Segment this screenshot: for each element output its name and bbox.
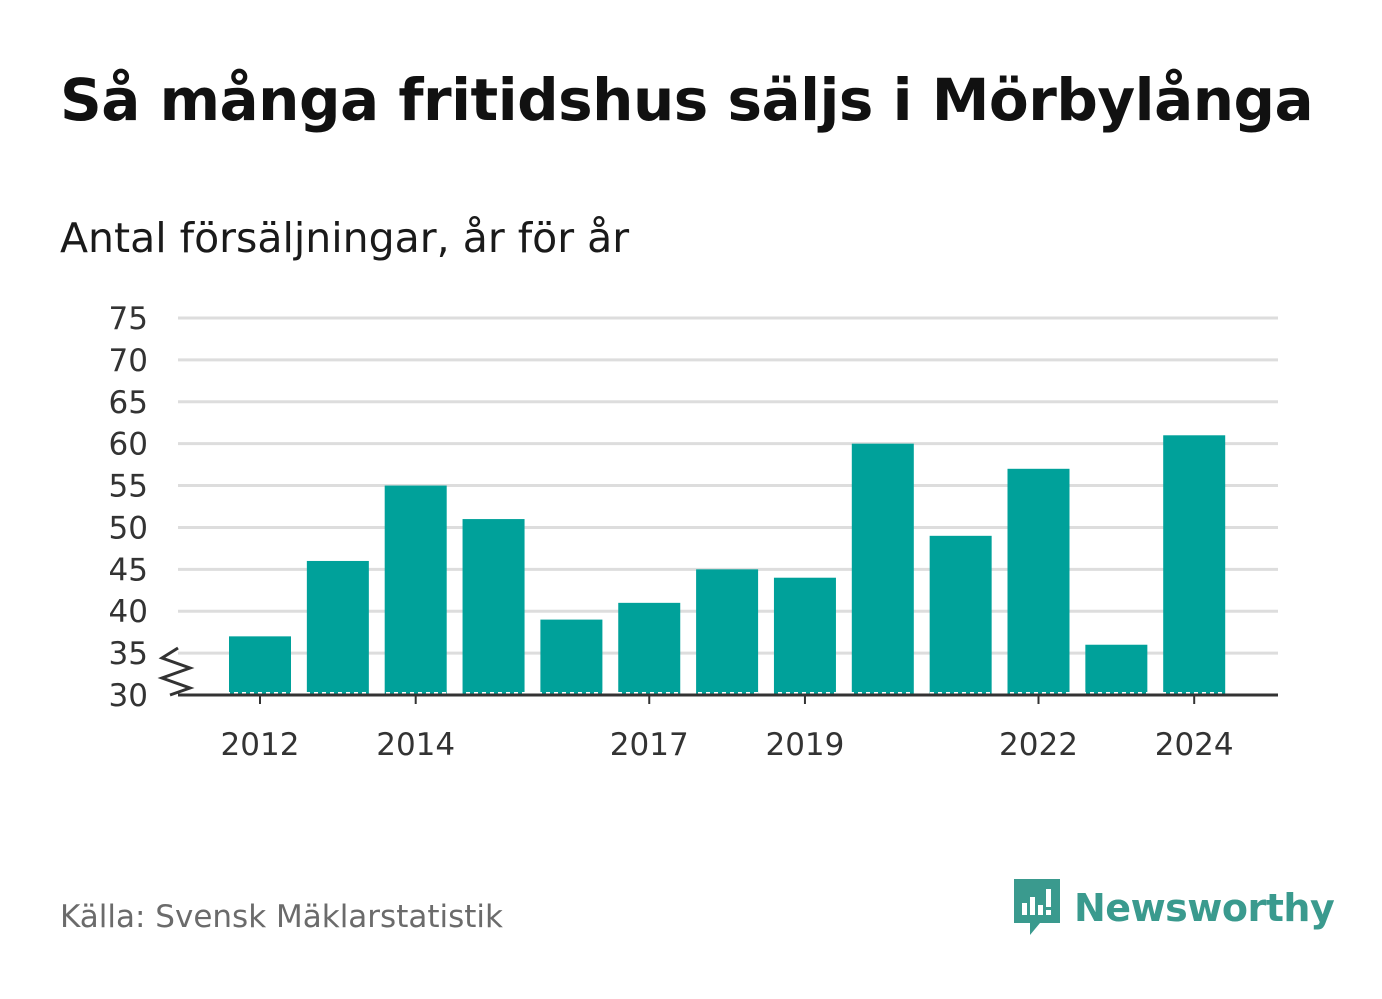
chart-subtitle: Antal försäljningar, år för år: [60, 214, 630, 262]
bar-2018: [696, 569, 759, 695]
x-tick-label: 2012: [221, 727, 300, 763]
brand-name: Newsworthy: [1074, 886, 1335, 930]
source-note: Källa: Svensk Mäklarstatistik: [60, 899, 503, 935]
y-tick-label: 65: [109, 385, 148, 421]
bar-2021: [929, 535, 992, 695]
y-tick-label: 75: [109, 301, 148, 337]
bars: [229, 435, 1226, 695]
bar-2017: [618, 602, 681, 695]
y-tick-label: 60: [109, 427, 148, 463]
x-tick-label: 2024: [1155, 727, 1234, 763]
newsworthy-logo-icon: [1014, 879, 1060, 935]
bar-2015: [462, 519, 525, 695]
bar-2019: [773, 577, 836, 695]
y-axis: 30 35 40 45 50 55 60 65 70 75: [109, 301, 148, 714]
bar-2020: [851, 443, 914, 695]
y-tick-label: 30: [109, 678, 148, 714]
bar-2014: [384, 485, 447, 695]
brand-logo: Newsworthy: [1010, 877, 1335, 939]
y-tick-label: 50: [109, 510, 148, 546]
x-tick-label: 2019: [765, 727, 844, 763]
x-tick-label: 2022: [999, 727, 1078, 763]
y-tick-label: 40: [109, 594, 148, 630]
bar-2023: [1085, 644, 1148, 695]
chart-title: Så många fritidshus säljs i Mörbylånga: [60, 66, 1314, 134]
y-tick-label: 55: [109, 469, 148, 505]
bar-2022: [1007, 468, 1070, 695]
y-tick-label: 70: [109, 343, 148, 379]
bar-2013: [306, 560, 369, 695]
bar-2024: [1163, 435, 1226, 695]
axis-break-icon: [157, 646, 195, 697]
x-axis: 2012 2014 2017 2019 2022 2024: [157, 646, 1278, 763]
x-tick-label: 2017: [610, 727, 689, 763]
y-tick-label: 45: [109, 552, 148, 588]
bar-2016: [540, 619, 603, 695]
x-tick-label: 2014: [376, 727, 455, 763]
y-tick-label: 35: [109, 636, 148, 672]
bar-2012: [229, 636, 291, 695]
